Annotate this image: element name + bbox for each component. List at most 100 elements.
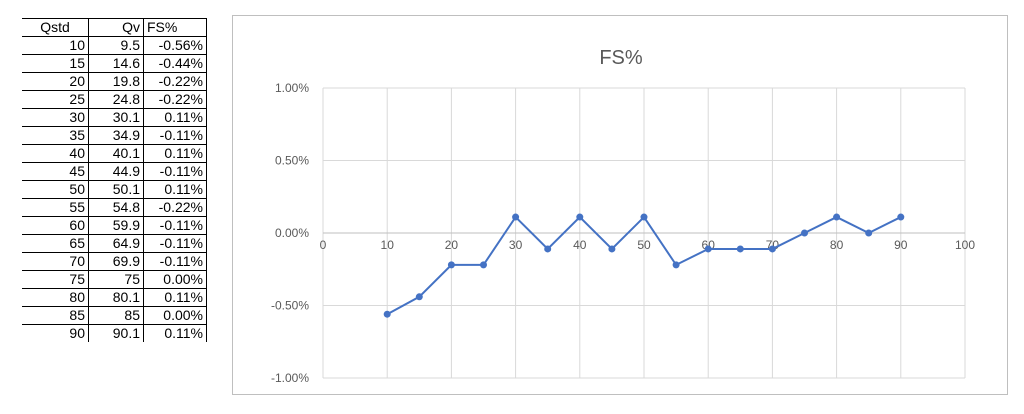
table-cell[interactable]: 69.9 [88,252,144,271]
table-cell[interactable]: 45 [22,162,89,181]
table-cell[interactable]: 19.8 [88,72,144,91]
table-cell[interactable]: 90.1 [88,324,144,342]
table-cell[interactable]: 40 [22,144,89,163]
table-cell[interactable]: 15 [22,54,89,73]
table-cell[interactable]: 25 [22,90,89,109]
table-row: 75 75 0.00% [22,270,207,289]
table-cell[interactable]: 24.8 [88,90,144,109]
data-point[interactable] [704,245,712,253]
x-tick-label: 90 [894,238,908,252]
table-cell[interactable]: 80.1 [88,288,144,307]
table-cell[interactable]: -0.11% [143,252,207,271]
data-point[interactable] [383,310,391,318]
table-cell[interactable]: 34.9 [88,126,144,145]
table-cell[interactable]: 9.5 [88,36,144,55]
table-cell[interactable]: 75 [22,270,89,289]
data-point[interactable] [736,245,744,253]
table-cell[interactable]: 80 [22,288,89,307]
x-tick-label: 40 [573,238,587,252]
x-tick-label: 0 [320,238,327,252]
table-cell[interactable]: 0.11% [143,180,207,199]
table-cell[interactable]: 90 [22,324,89,342]
x-tick-label: 80 [830,238,844,252]
data-point[interactable] [672,261,680,269]
table-cell[interactable]: 50.1 [88,180,144,199]
data-point[interactable] [415,293,423,301]
y-tick-label: 0.00% [275,226,309,240]
table-cell[interactable]: -0.11% [143,216,207,235]
x-tick-label: 100 [955,238,975,252]
data-point[interactable] [576,213,584,221]
data-point[interactable] [480,261,487,269]
table-body: 10 9.5 -0.56% 15 14.6 -0.44% 20 19.8 -0.22% 25 24.… [22,36,207,342]
table-cell[interactable]: 75 [88,270,144,289]
table-cell[interactable]: 60 [22,216,89,235]
table-row: 15 14.6 -0.44% [22,54,207,73]
column-header[interactable]: FS% [143,18,207,37]
table-cell[interactable]: -0.11% [143,162,207,181]
x-tick-label: 10 [381,238,395,252]
series-fs-percent [383,213,905,318]
table-cell[interactable]: 65 [22,234,89,253]
table-cell[interactable]: -0.11% [143,126,207,145]
column-header[interactable]: Qstd [22,18,89,37]
x-tick-label: 30 [509,238,523,252]
table-header-row: Qstd Qv FS% [22,18,207,37]
table-cell[interactable]: 0.11% [143,324,207,342]
y-tick-label: 0.50% [275,154,309,168]
data-point[interactable] [447,261,455,269]
table-cell[interactable]: -0.22% [143,72,207,91]
table-row: 40 40.1 0.11% [22,144,207,163]
data-point[interactable] [833,213,841,221]
table-cell[interactable]: 85 [22,306,89,325]
data-point[interactable] [865,229,873,237]
table-cell[interactable]: 0.11% [143,288,207,307]
table-cell[interactable]: 55 [22,198,89,217]
table-row: 85 85 0.00% [22,306,207,325]
tick-labels: 1.00%0.50%0.00%-0.50%-1.00%0 10 20 30 40 50 60… [271,81,975,385]
table-row: 30 30.1 0.11% [22,108,207,127]
table-cell[interactable]: 44.9 [88,162,144,181]
fs-percent-chart: FS% 1.00% 0.50% 0.00% -0.50% -1.00% 0 10 20 30 40… [271,47,975,385]
table-cell[interactable]: 0.00% [143,270,207,289]
table-cell[interactable]: 30.1 [88,108,144,127]
table-cell[interactable]: 0.11% [143,108,207,127]
data-point[interactable] [897,213,905,221]
table-cell[interactable]: 35 [22,126,89,145]
data-point[interactable] [512,213,520,221]
table-cell[interactable]: -0.44% [143,54,207,73]
table-row: 20 19.8 -0.22% [22,72,207,91]
table-cell[interactable]: -0.11% [143,234,207,253]
table-cell[interactable]: 85 [88,306,144,325]
table-cell[interactable]: 64.9 [88,234,144,253]
table-cell[interactable]: -0.22% [143,198,207,217]
table-row: 50 50.1 0.11% [22,180,207,199]
table-row: 90 90.1 0.11% [22,324,207,342]
table-cell[interactable]: 59.9 [88,216,144,235]
table-cell[interactable]: 30 [22,108,89,127]
table-cell[interactable]: 0.00% [143,306,207,325]
table-cell[interactable]: 54.8 [88,198,144,217]
data-point[interactable] [801,229,808,237]
table-cell[interactable]: 20 [22,72,89,91]
data-point[interactable] [640,213,648,221]
data-point[interactable] [768,245,776,253]
table-row: 70 69.9 -0.11% [22,252,207,271]
table-row: 55 54.8 -0.22% [22,198,207,217]
table-cell[interactable]: -0.56% [143,36,207,55]
x-tick-label: 50 [637,238,651,252]
table-cell[interactable]: 0.11% [143,144,207,163]
data-point[interactable] [608,245,616,253]
table-cell[interactable]: 50 [22,180,89,199]
table-cell[interactable]: 10 [22,36,89,55]
table-row: 60 59.9 -0.11% [22,216,207,235]
data-point[interactable] [544,245,552,253]
chart-container[interactable]: FS% 1.00% 0.50% 0.00% -0.50% -1.00% 0 10 20 30 40… [232,15,1008,395]
y-tick-label: 1.00% [275,81,309,95]
table-cell[interactable]: 40.1 [88,144,144,163]
table-cell[interactable]: 70 [22,252,89,271]
table-cell[interactable]: 14.6 [88,54,144,73]
table-cell[interactable]: -0.22% [143,90,207,109]
table-row: 80 80.1 0.11% [22,288,207,307]
column-header[interactable]: Qv [88,18,144,37]
